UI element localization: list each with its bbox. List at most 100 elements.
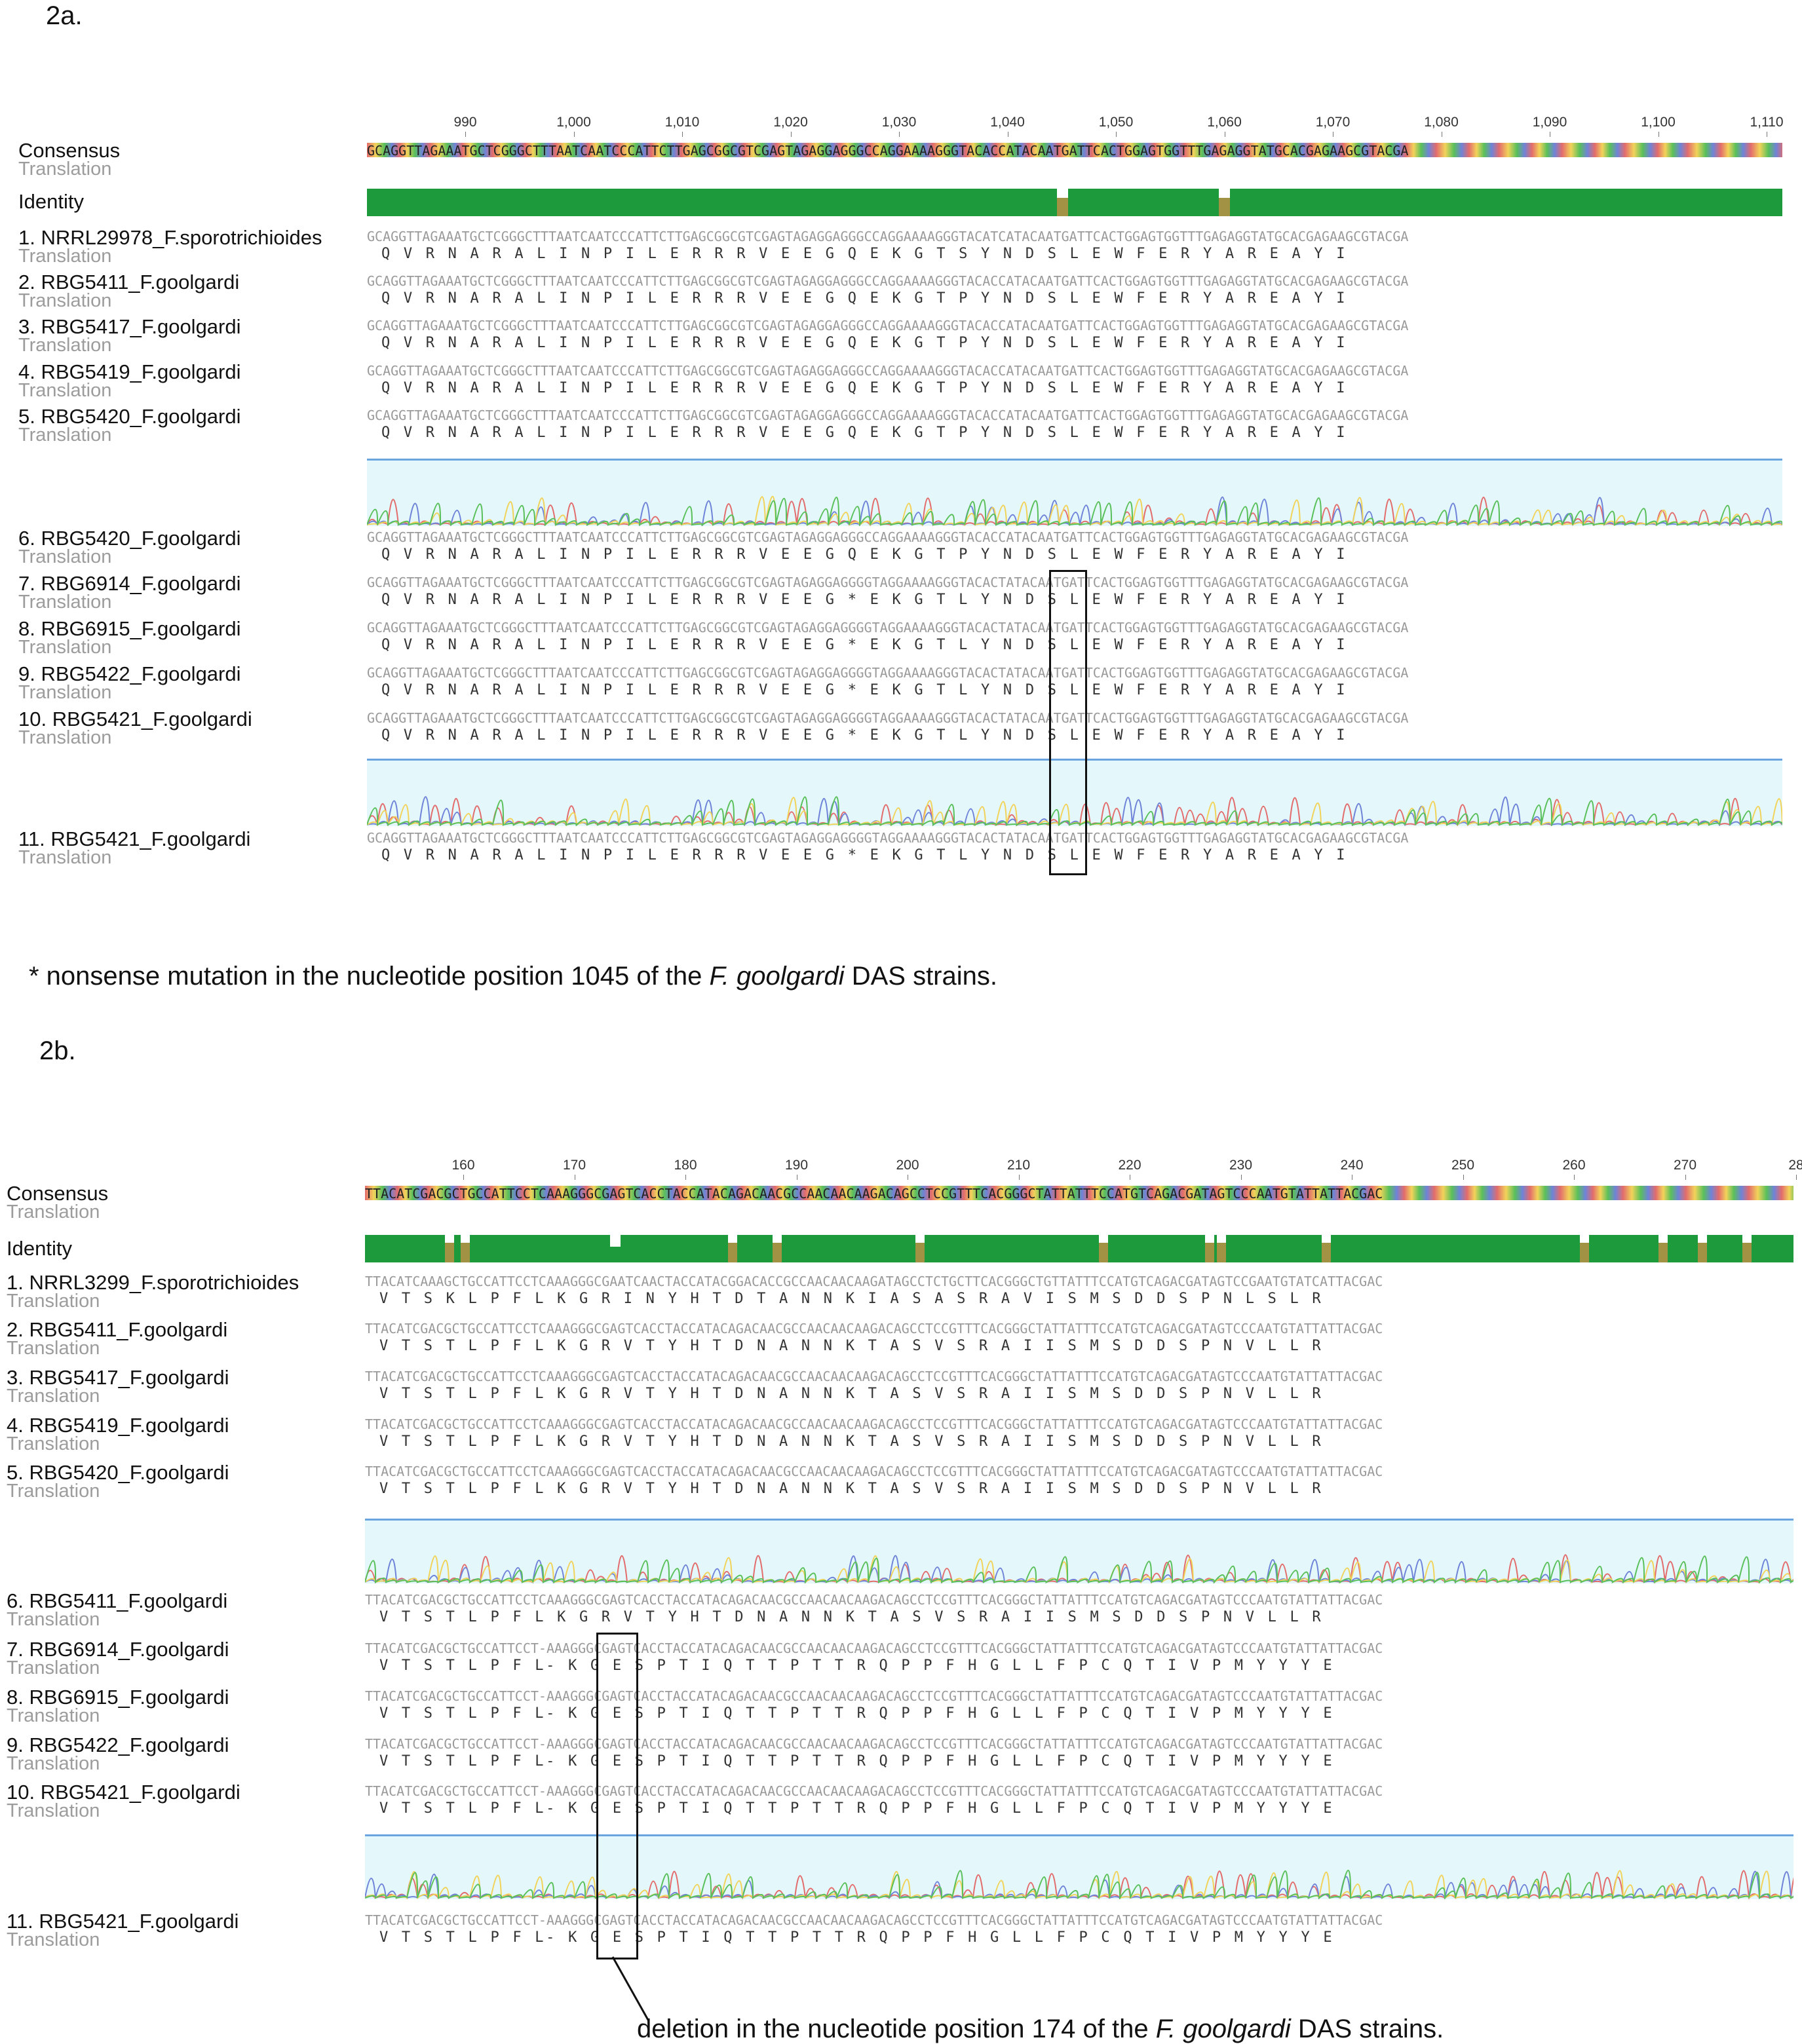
identity-mismatch-fill [1322,1243,1331,1262]
translation-label: Translation [7,1800,100,1821]
identity-mismatch-1045 [1057,189,1068,198]
ruler-tick-label: 1,020 [773,115,808,130]
identity-mismatch-1045-fill [1057,198,1068,216]
sequence-name: 9. RBG5422_F.goolgardi [7,1733,229,1756]
sequence-name: 9. RBG5422_F.goolgardi [18,662,241,685]
identity-mismatch-fill [773,1243,782,1262]
amino-acid-translation: Q V R N A R A L I N P I L E R R R V E E … [381,246,1348,262]
ruler-tick-label: 990 [453,115,477,130]
amino-acid-translation: Q V R N A R A L I N P I L E R R R V E E … [381,546,1348,563]
note-text: deletion in the nucleotide position 174 … [637,2015,1156,2043]
translation-label: Translation [18,682,112,703]
translation-label: Translation [18,335,112,356]
sequence-name: 5. RBG5420_F.goolgardi [18,405,241,428]
ruler-tick-label: 1,000 [556,115,591,130]
nucleotide-sequence: GCAGGTTAGAAATGCTCGGGCTTTAATCAATCCCATTCTT… [367,575,1409,590]
nucleotide-sequence: GCAGGTTAGAAATGCTCGGGCTTTAATCAATCCCATTCTT… [367,620,1409,635]
sequence-row-label: 11. RBG5421_F.goolgardi Translation [18,827,250,869]
amino-acid-translation: V T S T L P F L K G R V T Y H T D N A N … [379,1338,1324,1354]
amino-acid-translation: Q V R N A R A L I N P I L E R R R V E E … [381,847,1348,863]
panel-a-chromatogram-1 [367,459,1782,526]
sequence-name: 2. RBG5411_F.goolgardi [18,271,240,293]
translation-label: Translation [18,727,112,748]
ruler-tick-label: 200 [896,1158,919,1173]
ruler-tick-mark [1574,1175,1575,1180]
chromatogram-trace [365,1870,1793,1899]
note-species: F. goolgardi [1155,2015,1291,2043]
sequence-name: 6. RBG5411_F.goolgardi [7,1589,228,1612]
translation-label: Translation [7,1657,100,1678]
identity-mismatch-fill [1099,1243,1108,1262]
identity-mismatch-1061-fill [1219,198,1230,216]
nucleotide-sequence: TTACATCGACGCTGCCATTCCTCAAAGGGCGAGTCACCTA… [365,1592,1383,1608]
sequence-name: 4. RBG5419_F.goolgardi [7,1414,229,1437]
sequence-name: 11. RBG5421_F.goolgardi [7,1910,239,1933]
sequence-row-label: 10. RBG5421_F.goolgardi Translation [7,1781,240,1822]
amino-acid-translation: Q V R N A R A L I N P I L E R R R V E E … [381,637,1348,653]
identity-mismatch-fill [1217,1243,1226,1262]
panel-a-label: 2a. [46,1,83,30]
chromatogram-peaks [365,1870,1793,1899]
identity-mismatch [1580,1235,1589,1243]
identity-mismatch [461,1235,470,1243]
ruler-tick-label: 230 [1229,1158,1253,1173]
panel-b-deletion-box [596,1633,638,1959]
note-text-end: DAS strains. [844,962,997,991]
identity-mismatch-fill [1742,1243,1752,1262]
sequence-row-label: 6. RBG5420_F.goolgardi Translation [18,527,241,568]
sequence-row-label: 3. RBG5417_F.goolgardi Translation [18,315,241,356]
chromatogram-trace [367,497,1782,526]
translation-label: Translation [7,1705,100,1726]
panel-b-chromatogram-1 [365,1519,1793,1583]
chromatogram-peaks [365,1554,1793,1583]
sequence-name: 8. RBG6915_F.goolgardi [18,617,241,640]
nucleotide-sequence: TTACATCGACGCTGCCATTCCT-AAAGGGCGAGTCACCTA… [365,1736,1383,1752]
identity-mismatch-fill [445,1243,454,1262]
chromatogram-trace [365,1555,1793,1583]
identity-mismatch [1099,1235,1108,1243]
nucleotide-sequence: GCAGGTTAGAAATGCTCGGGCTTTAATCAATCCCATTCTT… [367,830,1409,846]
sequence-row-label: 10. RBG5421_F.goolgardi Translation [18,708,252,749]
ruler-tick-label: 1,010 [664,115,700,130]
nucleotide-sequence: GCAGGTTAGAAATGCTCGGGCTTTAATCAATCCCATTCTT… [367,529,1409,545]
translation-label: Translation [7,1609,100,1630]
panel-b-consensus-sequence: TTACATCGACGCTGCCATTCCTCAAAGGGCGAGTCACCTA… [365,1186,1383,1202]
ruler-tick-label: 190 [784,1158,809,1173]
ruler-tick-label: 210 [1006,1158,1031,1173]
ruler-tick-label: 260 [1562,1158,1586,1173]
panel-b-ruler: 160 170 180 190 200 210 220 230 240 250 260 270 28 [365,1158,1802,1184]
translation-label: Translation [18,159,112,180]
amino-acid-translation: Q V R N A R A L I N P I L E R R R V E E … [381,592,1348,608]
nucleotide-sequence: GCAGGTTAGAAATGCTCGGGCTTTAATCAATCCCATTCTT… [367,363,1409,379]
amino-acid-translation: Q V R N A R A L I N P I L E R R R V E E … [381,425,1348,441]
identity-mismatch-fill [915,1243,925,1262]
sequence-row-label: 7. RBG6914_F.goolgardi Translation [18,572,241,613]
ruler-tick-label: 1,110 [1750,115,1784,130]
identity-mismatch-fill [1205,1243,1214,1262]
ruler-tick-label: 1,040 [990,115,1025,130]
identity-mismatch [1698,1235,1707,1243]
sequence-name: 3. RBG5417_F.goolgardi [18,315,241,338]
ruler-tick-label: 1,030 [881,115,917,130]
sequence-row-label: 2. RBG5411_F.goolgardi Translation [7,1318,227,1359]
chromatogram-trace [367,495,1782,526]
identity-mismatch [1322,1235,1331,1243]
panel-b-consensus-bar [365,1186,1793,1200]
translation-label: Translation [7,1338,100,1359]
panel-a: 990 1,000 1,010 1,020 1,030 1,040 1,050 1,060 1,… [18,115,1784,991]
sequence-row-label: 3. RBG5417_F.goolgardi Translation [7,1366,229,1407]
note-text-end: DAS strains. [1290,2015,1444,2043]
ruler-tick-label: 1,050 [1098,115,1134,130]
panel-b: 160 170 180 190 200 210 220 230 240 250 260 270 28 C… [0,1022,1802,2043]
ruler-tick-mark [1463,1175,1464,1180]
ruler-tick-mark [465,132,466,137]
ruler-tick-label: 1,060 [1207,115,1242,130]
sequence-row-label: 6. RBG5411_F.goolgardi Translation [7,1589,227,1631]
sequence-row-label: 1. NRRL3299_F.sporotrichioides Translatio… [7,1271,299,1312]
chromatogram-trace [367,497,1782,526]
translation-label: Translation [7,1929,100,1950]
identity-mismatch [445,1235,454,1243]
panel-b-identity-bar [365,1235,1793,1262]
consensus-label: Consensus [7,1182,109,1205]
nucleotide-sequence: GCAGGTTAGAAATGCTCGGGCTTTAATCAATCCCATTCTT… [367,710,1409,726]
